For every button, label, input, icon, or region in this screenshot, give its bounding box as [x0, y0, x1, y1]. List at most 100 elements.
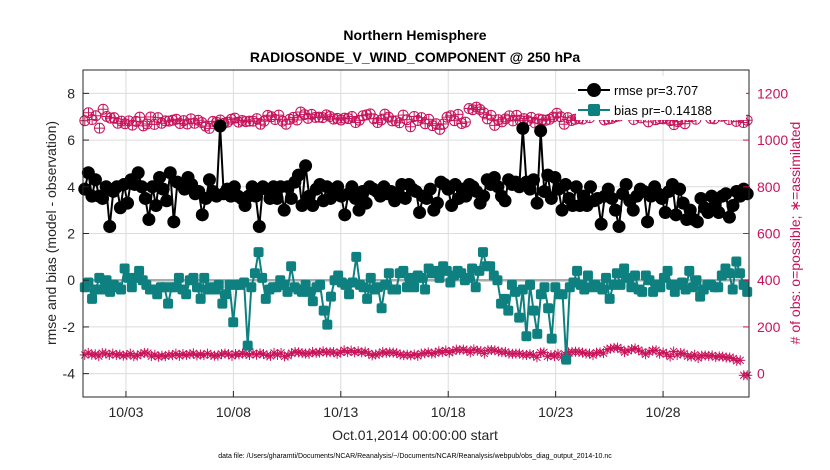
legend-rmse-marker	[587, 83, 601, 97]
rmse-point	[726, 198, 740, 212]
rmse-point	[640, 215, 654, 229]
rmse-point	[338, 208, 352, 222]
bias-point	[470, 282, 481, 293]
rmse-point	[544, 191, 558, 205]
bias-point	[351, 251, 362, 262]
y-right-tick-label: 0	[757, 366, 765, 382]
rmse-point	[658, 205, 672, 219]
bias-point	[116, 284, 127, 295]
rmse-point	[459, 189, 473, 203]
x-axis-ticks: 10/03 10/08 10/13 10/18 10/23 10/28	[108, 391, 681, 420]
x-axis-label: Oct.01,2014 00:00:00 start	[332, 427, 498, 443]
obs-possible-point	[90, 110, 102, 122]
obs-possible-point	[145, 111, 157, 123]
y-right-tick-label: 400	[757, 272, 781, 288]
bias-point	[420, 284, 431, 295]
bias-point	[220, 289, 231, 300]
bias-point	[742, 286, 753, 297]
bias-point	[684, 265, 695, 276]
y-left-tick-label: 6	[67, 132, 75, 148]
bias-point	[195, 293, 206, 304]
bias-point	[521, 331, 532, 342]
obs-assimilated-point	[742, 370, 753, 381]
rmse-point	[548, 170, 562, 184]
rmse-point	[345, 180, 359, 194]
bias-point	[318, 305, 329, 316]
obs-possible-point	[525, 111, 537, 123]
bias-point	[615, 279, 626, 290]
rmse-point	[534, 124, 548, 138]
bias-point	[546, 333, 557, 344]
rmse-point	[121, 196, 135, 210]
x-tick-label: 10/13	[323, 404, 358, 420]
bias-point	[87, 293, 98, 304]
rmse-point	[270, 191, 284, 205]
obs-possible-point	[485, 109, 497, 121]
rmse-point	[498, 194, 512, 208]
bias-point	[477, 247, 488, 258]
y-left-tick-label: 2	[67, 226, 75, 242]
rmse-point	[690, 215, 704, 229]
x-tick-label: 10/03	[108, 404, 143, 420]
bias-point	[629, 270, 640, 281]
bias-series	[79, 247, 753, 365]
bias-point	[532, 328, 543, 339]
bias-point	[619, 263, 630, 274]
rmse-point	[131, 166, 145, 180]
bias-point	[260, 293, 271, 304]
rmse-point	[608, 203, 622, 217]
bias-point	[391, 284, 402, 295]
rmse-point	[103, 219, 117, 233]
bias-point	[362, 293, 373, 304]
obs-possible-point	[459, 116, 471, 128]
bias-point	[582, 270, 593, 281]
bias-point	[253, 247, 264, 258]
rmse-point	[719, 187, 733, 201]
y-right-tick-label: 1200	[757, 85, 788, 101]
bias-point	[691, 275, 702, 286]
obs-possible-point	[372, 117, 384, 129]
bias-point	[242, 340, 253, 351]
rmse-point	[213, 119, 227, 133]
rmse-point	[149, 198, 163, 212]
obs-assimilated-point	[665, 351, 676, 362]
rmse-point	[306, 198, 320, 212]
bias-point	[637, 286, 648, 297]
chart-title: Northern Hemisphere	[343, 27, 486, 43]
obs-count-series	[79, 101, 753, 381]
bias-point	[503, 305, 514, 316]
bias-point	[322, 319, 333, 330]
bias-point	[604, 293, 615, 304]
bias-point	[126, 282, 137, 293]
legend: rmse pr=3.707 bias pr=-0.14188	[576, 76, 746, 120]
bias-point	[213, 279, 224, 290]
rmse-point	[160, 194, 174, 208]
rmse-point	[153, 170, 167, 184]
rmse-point	[142, 212, 156, 226]
bias-point	[572, 265, 583, 276]
bias-point	[724, 268, 735, 279]
rmse-point	[626, 203, 640, 217]
rmse-point	[605, 191, 619, 205]
rmse-point	[291, 168, 305, 182]
legend-box	[576, 76, 746, 120]
bias-point	[561, 354, 572, 365]
obs-possible-point	[741, 114, 753, 126]
bias-point	[525, 279, 536, 290]
bias-point	[163, 298, 174, 309]
bias-point	[358, 282, 369, 293]
bias-point	[539, 282, 550, 293]
bias-point	[286, 261, 297, 272]
bias-point	[344, 289, 355, 300]
y-left-tick-label: -4	[63, 366, 76, 382]
legend-bias-label: bias pr=-0.14188	[614, 103, 712, 118]
obs-possible-point	[555, 111, 567, 123]
bias-point	[734, 268, 745, 279]
rmse-point	[673, 182, 687, 196]
y-left-tick-label: 8	[67, 85, 75, 101]
rmse-point	[277, 203, 291, 217]
rmse-point	[284, 191, 298, 205]
x-tick-label: 10/18	[431, 404, 466, 420]
rmse-point	[559, 177, 573, 191]
